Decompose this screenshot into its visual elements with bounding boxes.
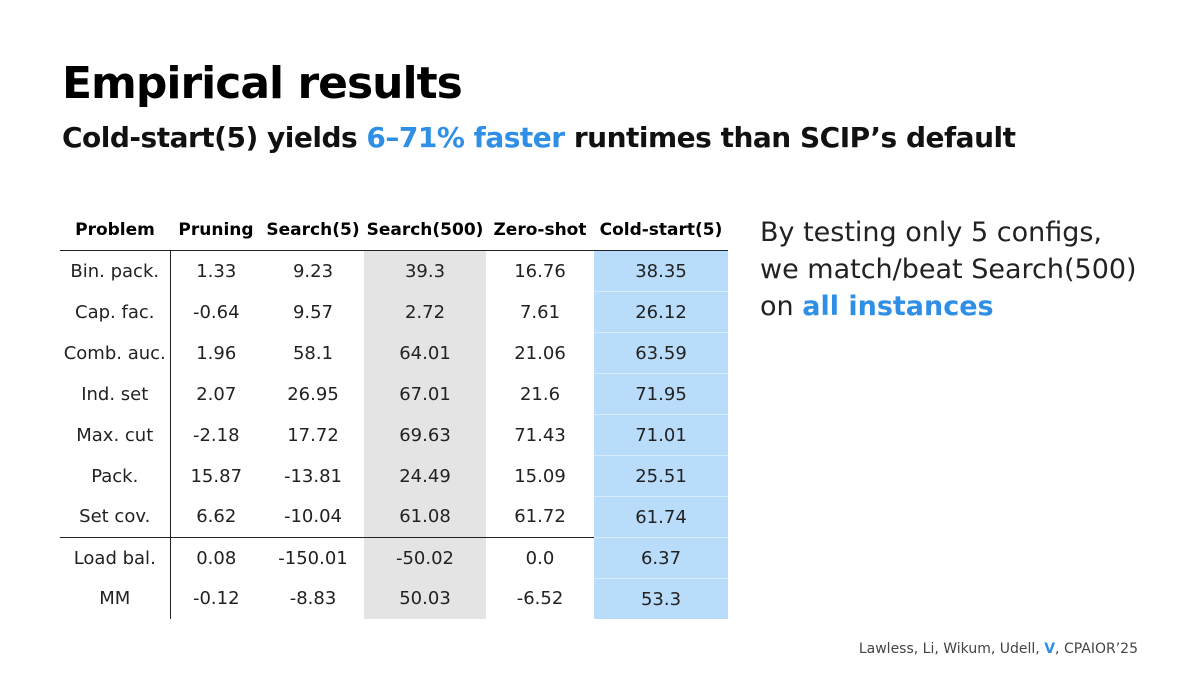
header-problem: Problem bbox=[60, 210, 170, 251]
cell-search5: 9.23 bbox=[292, 260, 334, 282]
row-label: Cap. fac. bbox=[60, 291, 171, 333]
takeaway-line-3: on all instances bbox=[760, 288, 1180, 325]
table-row: Bin. pack. 1.33 9.23 39.3 16.76 38.35 bbox=[60, 250, 728, 292]
takeaway-line-3-prefix: on bbox=[760, 291, 803, 322]
table-row: Pack. 15.87 -13.81 24.49 15.09 25.51 bbox=[60, 455, 728, 497]
header-zero-shot: Zero-shot bbox=[486, 210, 594, 251]
cell-pruning: 6.62 bbox=[196, 506, 237, 528]
row-label: MM bbox=[60, 578, 171, 619]
header-search5: Search(5) bbox=[262, 210, 364, 251]
results-table: Problem Pruning Search(5) Search(500) Ze… bbox=[60, 210, 728, 619]
cell-cold-start5: 71.01 bbox=[594, 414, 728, 456]
cell-pruning: 1.33 bbox=[196, 260, 237, 282]
cell-search500: 24.49 bbox=[364, 455, 486, 497]
cell-search500: 39.3 bbox=[364, 250, 486, 292]
cell-search500: 64.01 bbox=[364, 332, 486, 374]
takeaway-highlight: all instances bbox=[802, 291, 994, 322]
cell-zero-shot: 15.09 bbox=[514, 465, 566, 487]
cell-search500: 67.01 bbox=[364, 373, 486, 415]
cell-search5: -13.81 bbox=[283, 465, 343, 487]
subtitle-highlight: 6–71% faster bbox=[366, 121, 565, 154]
row-label: Ind. set bbox=[60, 373, 171, 415]
table-row: Load bal. 0.08 -150.01 -50.02 0.0 6.37 bbox=[60, 537, 728, 579]
cell-zero-shot: 7.61 bbox=[519, 301, 561, 323]
takeaway-line-2: we match/beat Search(500) bbox=[760, 254, 1137, 285]
cell-cold-start5: 61.74 bbox=[594, 496, 728, 538]
cell-zero-shot: 21.06 bbox=[514, 342, 566, 364]
table-row: Cap. fac. -0.64 9.57 2.72 7.61 26.12 bbox=[60, 291, 728, 333]
cell-zero-shot: 61.72 bbox=[514, 506, 566, 528]
subtitle-before: Cold-start(5) yields bbox=[62, 121, 367, 154]
table-row: MM -0.12 -8.83 50.03 -6.52 53.3 bbox=[60, 578, 728, 619]
cell-pruning: -2.18 bbox=[192, 424, 240, 446]
cell-search500: 69.63 bbox=[364, 414, 486, 456]
cell-search500: 2.72 bbox=[364, 291, 486, 333]
table-row: Comb. auc. 1.96 58.1 64.01 21.06 63.59 bbox=[60, 332, 728, 374]
cell-zero-shot: 16.76 bbox=[514, 260, 566, 282]
cell-search5: 58.1 bbox=[292, 342, 334, 364]
citation-venue: , CPAIOR’25 bbox=[1055, 641, 1138, 657]
key-takeaway: By testing only 5 configs, we match/beat… bbox=[760, 214, 1180, 325]
cell-zero-shot: 71.43 bbox=[514, 424, 566, 446]
takeaway-line-1: By testing only 5 configs, bbox=[760, 217, 1102, 248]
cell-cold-start5: 38.35 bbox=[594, 250, 728, 292]
slide-title: Empirical results bbox=[62, 58, 463, 109]
cell-search5: -8.83 bbox=[289, 588, 337, 610]
citation-authors: Lawless, Li, Wikum, Udell, bbox=[858, 641, 1045, 657]
row-label: Comb. auc. bbox=[60, 332, 171, 374]
table-row: Ind. set 2.07 26.95 67.01 21.6 71.95 bbox=[60, 373, 728, 415]
header-pruning: Pruning bbox=[170, 210, 262, 251]
subtitle-after: runtimes than SCIP’s default bbox=[564, 121, 1016, 154]
header-cold-start5: Cold-start(5) bbox=[594, 210, 728, 251]
citation-footer: Lawless, Li, Wikum, Udell, V, CPAIOR’25 bbox=[859, 641, 1138, 657]
cell-search500: -50.02 bbox=[364, 537, 486, 579]
row-label: Load bal. bbox=[60, 537, 171, 579]
cell-search5: -150.01 bbox=[262, 537, 364, 579]
cell-search500: 50.03 bbox=[364, 578, 486, 619]
header-search500: Search(500) bbox=[364, 210, 486, 251]
row-label: Max. cut bbox=[60, 414, 171, 456]
row-label: Pack. bbox=[60, 455, 171, 497]
table-row: Max. cut -2.18 17.72 69.63 71.43 71.01 bbox=[60, 414, 728, 456]
cell-pruning: -0.64 bbox=[192, 301, 240, 323]
cell-search5: 17.72 bbox=[287, 424, 339, 446]
slide-subtitle: Cold-start(5) yields 6–71% faster runtim… bbox=[62, 121, 1016, 154]
cell-cold-start5: 25.51 bbox=[594, 455, 728, 497]
cell-pruning: 2.07 bbox=[196, 383, 237, 405]
cell-cold-start5: 6.37 bbox=[594, 537, 728, 579]
table-header-row: Problem Pruning Search(5) Search(500) Ze… bbox=[60, 210, 728, 251]
cell-cold-start5: 26.12 bbox=[594, 291, 728, 333]
cell-search5: 26.95 bbox=[287, 383, 339, 405]
cell-pruning: -0.12 bbox=[192, 588, 240, 610]
cell-cold-start5: 53.3 bbox=[594, 578, 728, 619]
cell-pruning: 1.96 bbox=[196, 342, 237, 364]
table-row: Set cov. 6.62 -10.04 61.08 61.72 61.74 bbox=[60, 496, 728, 538]
cell-zero-shot: 0.0 bbox=[486, 537, 594, 579]
citation-v: V bbox=[1044, 641, 1056, 657]
cell-zero-shot: -6.52 bbox=[516, 588, 564, 610]
cell-search5: 9.57 bbox=[292, 301, 334, 323]
cell-search500: 61.08 bbox=[364, 496, 486, 538]
cell-cold-start5: 71.95 bbox=[594, 373, 728, 415]
cell-zero-shot: 21.6 bbox=[519, 383, 561, 405]
cell-pruning: 15.87 bbox=[190, 465, 243, 487]
cell-search5: -10.04 bbox=[283, 506, 343, 528]
row-label: Set cov. bbox=[60, 496, 171, 538]
cell-cold-start5: 63.59 bbox=[594, 332, 728, 374]
row-label: Bin. pack. bbox=[60, 250, 171, 292]
cell-pruning: 0.08 bbox=[170, 537, 262, 579]
